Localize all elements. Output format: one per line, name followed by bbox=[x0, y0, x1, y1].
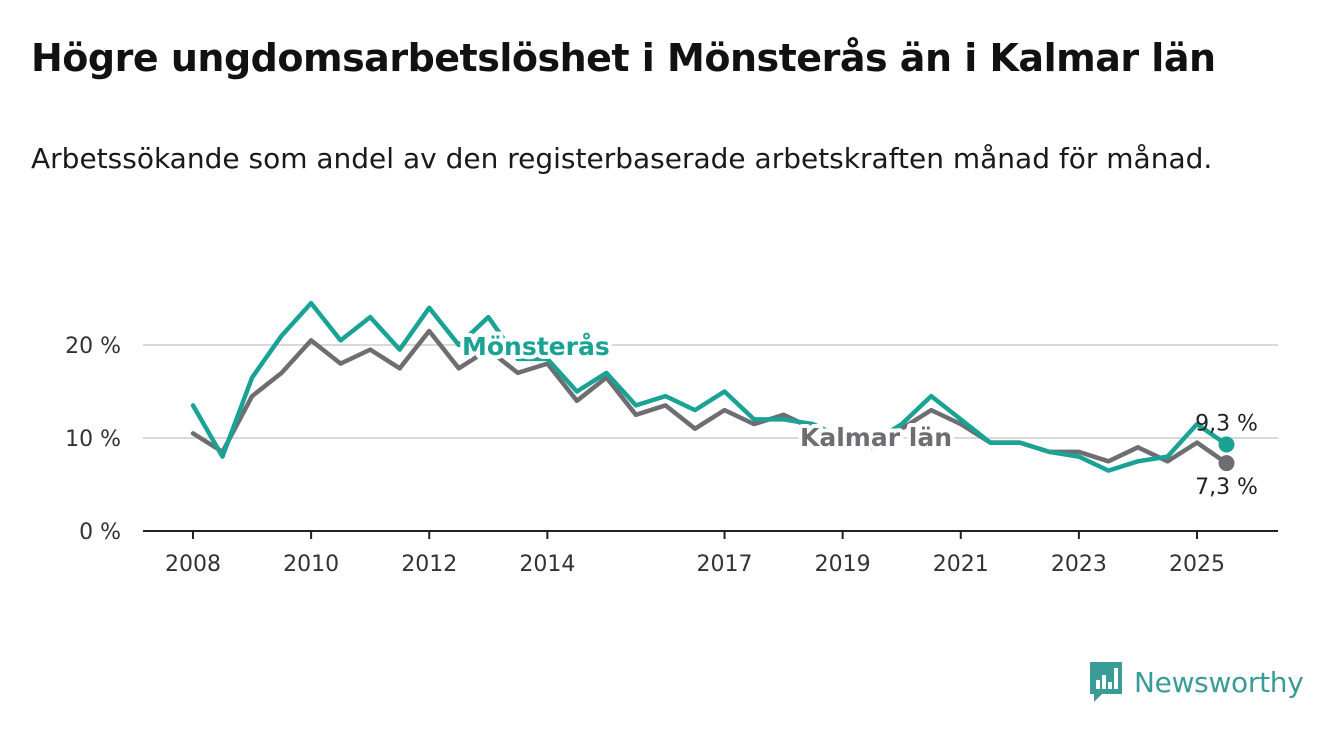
series-name-halo: Mönsterås bbox=[462, 332, 610, 361]
x-axis: 2008 2010 2012 2014 2017 2019 2021 2023 2025 bbox=[143, 530, 1278, 577]
x-tick-label: 2021 bbox=[933, 552, 989, 577]
x-tick-label: 2019 bbox=[815, 552, 871, 577]
series-line-kalmar-lan bbox=[190, 328, 1229, 466]
newsworthy-logo-icon bbox=[1090, 662, 1122, 702]
series-end-marker bbox=[1218, 455, 1235, 472]
chart-subtitle: Arbetssökande som andel av den registerb… bbox=[31, 142, 1213, 175]
y-axis-ticks: 0 % 10 % 20 % bbox=[65, 334, 121, 545]
brand-name: Newsworthy bbox=[1134, 665, 1304, 699]
series-end-label: 9,3 % bbox=[1195, 412, 1258, 437]
y-tick-label: 10 % bbox=[65, 427, 121, 452]
series-end-marker bbox=[1218, 436, 1235, 453]
x-tick-label: 2014 bbox=[519, 552, 575, 577]
gridlines bbox=[143, 344, 1278, 439]
x-tick-label: 2023 bbox=[1051, 552, 1107, 577]
y-tick-label: 0 % bbox=[79, 520, 121, 545]
x-tick-label: 2012 bbox=[401, 552, 457, 577]
x-tick-label: 2010 bbox=[283, 552, 339, 577]
series-line-monsteras bbox=[190, 300, 1229, 473]
x-tick-label: 2025 bbox=[1169, 552, 1225, 577]
series-name-halo: Kalmar län bbox=[800, 423, 952, 452]
series-name-label: Kalmar län bbox=[800, 423, 952, 452]
brand-logo: Newsworthy bbox=[1088, 660, 1304, 704]
series-name-label: Mönsterås bbox=[462, 332, 610, 361]
x-tick-label: 2008 bbox=[165, 552, 221, 577]
y-tick-label: 20 % bbox=[65, 334, 121, 359]
x-tick-label: 2017 bbox=[697, 552, 753, 577]
series-lines bbox=[190, 300, 1235, 473]
series-end-label: 7,3 % bbox=[1195, 475, 1258, 500]
chart-title: Högre ungdomsarbetslöshet i Mönsterås än… bbox=[31, 36, 1216, 80]
